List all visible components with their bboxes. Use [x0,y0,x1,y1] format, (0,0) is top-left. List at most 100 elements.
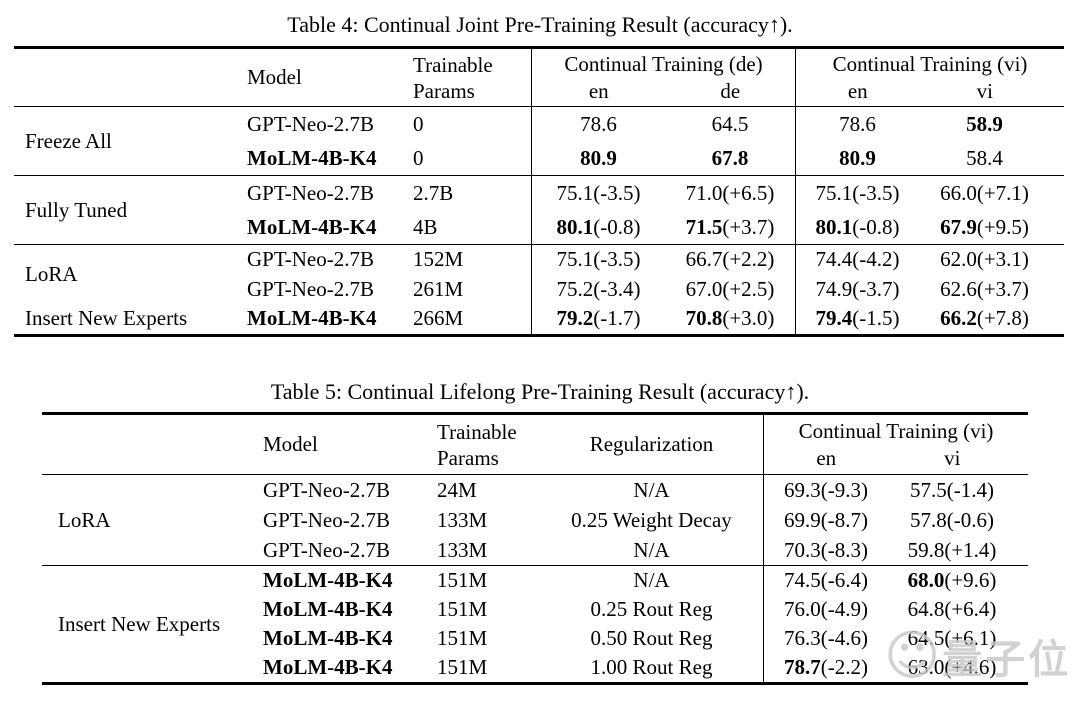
model-cell: MoLM-4B-K4 [247,214,377,239]
accuracy-cell: 78.6 [531,107,665,141]
params-cell: 2.7B [413,180,454,205]
subcolumn-header-en: en [816,445,837,470]
accuracy-cell: 71.0 (+6.5) [685,180,775,205]
params-cell: 133M [437,537,488,562]
column-header-regularization: Regularization [589,432,714,456]
accuracy-cell: 75.1 (-3.5) [531,176,665,210]
model-cell: MoLM-4B-K4 [263,568,393,592]
table-row: GPT-Neo-2.7B 261M 75.2 (-3.4) 67.0 (+2.5) … [247,274,1064,304]
table-row: GPT-Neo-2.7B 2.7B 75.1 (-3.5) 71.0 (+6.5) … [247,176,1064,210]
table4-header-row: Model Trainable Params Continual Trainin… [14,49,1064,107]
table4: Model Trainable Params Continual Trainin… [14,46,1064,337]
accuracy-cell: 80.1 (-0.8) [531,210,665,244]
table-row: MoLM-4B-K4 151M N/A 74.5 (-6.4) 68.0 (+9.6… [263,566,1028,595]
model-cell: GPT-Neo-2.7B [247,276,374,301]
table-row: GPT-Neo-2.7B 152M 75.1 (-3.5) 66.7 (+2.2) … [247,245,1064,275]
table5-caption: Table 5: Continual Lifelong Pre-Training… [270,379,810,404]
table-row: MoLM-4B-K4 4B 80.1 (-0.8) 71.5 (+3.7) 80.1… [247,210,1064,244]
accuracy-cell: 74.4 (-4.2) [795,245,919,275]
accuracy-cell: 58.9 [966,111,1003,136]
row-group-label: Fully Tuned [25,197,128,222]
accuracy-cell: 67.0 (+2.5) [685,276,775,301]
model-cell: GPT-Neo-2.7B [263,477,390,502]
table5: Model Trainable Params Regularization Co… [42,412,1028,685]
accuracy-cell: 70.8 (+3.0) [685,306,775,331]
table-row: MoLM-4B-K4 151M 0.25 Rout Reg 76.0 (-4.9)… [263,595,1028,624]
accuracy-cell: 80.9 [795,141,919,175]
regularization-cell: N/A [633,568,670,592]
params-cell: 151M [437,568,488,592]
accuracy-cell: 62.6 (+3.7) [940,276,1029,301]
subcolumn-header-vi: vi [944,445,961,470]
accuracy-cell: 64.5 (+6.1) [907,626,997,650]
accuracy-cell: 76.0 (-4.9) [763,595,888,624]
column-header-model: Model [263,432,318,456]
table-row: MoLM-4B-K4 151M 0.50 Rout Reg 76.3 (-4.6)… [263,624,1028,653]
row-group-label: LoRA [25,262,78,286]
model-cell: GPT-Neo-2.7B [263,537,390,562]
accuracy-cell: 74.5 (-6.4) [763,566,888,595]
params-cell: 24M [437,477,477,502]
subcolumn-header-en: en [588,78,609,103]
column-header-trainable-params: Trainable Params [413,52,493,103]
accuracy-cell: 71.5 (+3.7) [685,214,775,239]
table4-header-empty-cell [14,49,247,106]
accuracy-cell: 76.3 (-4.6) [763,624,888,653]
model-cell: MoLM-4B-K4 [263,597,393,621]
column-header-model: Model [247,65,302,89]
model-cell: GPT-Neo-2.7B [247,180,374,205]
regularization-cell: N/A [633,477,670,502]
model-cell: MoLM-4B-K4 [263,626,393,650]
regularization-cell: 1.00 Rout Reg [590,655,713,679]
accuracy-cell: 80.1 (-0.8) [795,210,919,244]
accuracy-cell: 57.8 (-0.6) [910,507,994,532]
model-cell: GPT-Neo-2.7B [247,111,374,136]
params-cell: 151M [437,655,488,679]
accuracy-cell: 78.6 [795,107,919,141]
accuracy-cell: 66.0 (+7.1) [940,180,1029,205]
model-cell: GPT-Neo-2.7B [247,247,374,272]
subcolumn-header-vi: vi [976,78,993,103]
accuracy-cell: 74.9 (-3.7) [795,274,919,304]
table-row: MoLM-4B-K4 266M 79.2 (-1.7) 70.8 (+3.0) 79… [247,304,1064,334]
column-header-trainable-params: Trainable Params [437,419,517,470]
accuracy-cell: 69.3 (-9.3) [763,475,888,505]
accuracy-cell: 64.5 [711,111,749,136]
accuracy-cell: 78.7 (-2.2) [763,653,888,682]
accuracy-cell: 64.8 (+6.4) [907,597,997,621]
params-cell: 152M [413,247,464,272]
row-group-insert-new-experts: Insert New Experts MoLM-4B-K4 151M N/A 7… [42,566,1028,682]
row-group-label: Freeze All [25,128,112,153]
column-group-header-continual-training-de: Continual Training (de) en de [531,49,795,106]
row-group-label: Insert New Experts [25,306,188,331]
column-group-header-continual-training-vi: Continual Training (vi) en vi [763,415,1028,474]
accuracy-cell: 75.2 (-3.4) [531,274,665,304]
table-row: MoLM-4B-K4 151M 1.00 Rout Reg 78.7 (-2.2)… [263,653,1028,682]
model-cell: MoLM-4B-K4 [247,306,377,331]
accuracy-cell: 63.0 (+4.6) [907,655,997,679]
table5-header-row: Model Trainable Params Regularization Co… [42,415,1028,475]
accuracy-cell: 69.9 (-8.7) [763,505,888,535]
accuracy-cell: 66.2 (+7.8) [940,306,1029,331]
accuracy-cell: 75.1 (-3.5) [531,245,665,275]
row-group-label: LoRA [58,507,111,532]
accuracy-cell: 62.0 (+3.1) [940,247,1029,272]
params-cell: 261M [413,276,464,301]
regularization-cell: 0.25 Rout Reg [590,597,713,621]
params-cell: 0 [413,111,424,136]
params-cell: 151M [437,597,488,621]
model-cell: MoLM-4B-K4 [263,655,393,679]
accuracy-cell: 75.1 (-3.5) [795,176,919,210]
table-row: GPT-Neo-2.7B 24M N/A 69.3 (-9.3) 57.5 (-1.… [263,475,1028,505]
params-cell: 0 [413,145,424,170]
accuracy-cell: 67.8 [711,145,749,170]
table5-header-empty-cell [42,415,263,474]
row-group-lora-insert-new-experts: LoRA Insert New Experts GPT-Neo-2.7B 152… [14,245,1064,334]
table4-caption: Table 4: Continual Joint Pre-Training Re… [287,12,793,37]
params-cell: 133M [437,507,488,532]
model-cell: MoLM-4B-K4 [247,145,377,170]
regularization-cell: 0.25 Weight Decay [571,507,732,532]
model-cell: GPT-Neo-2.7B [263,507,390,532]
accuracy-cell: 58.4 [966,145,1003,170]
